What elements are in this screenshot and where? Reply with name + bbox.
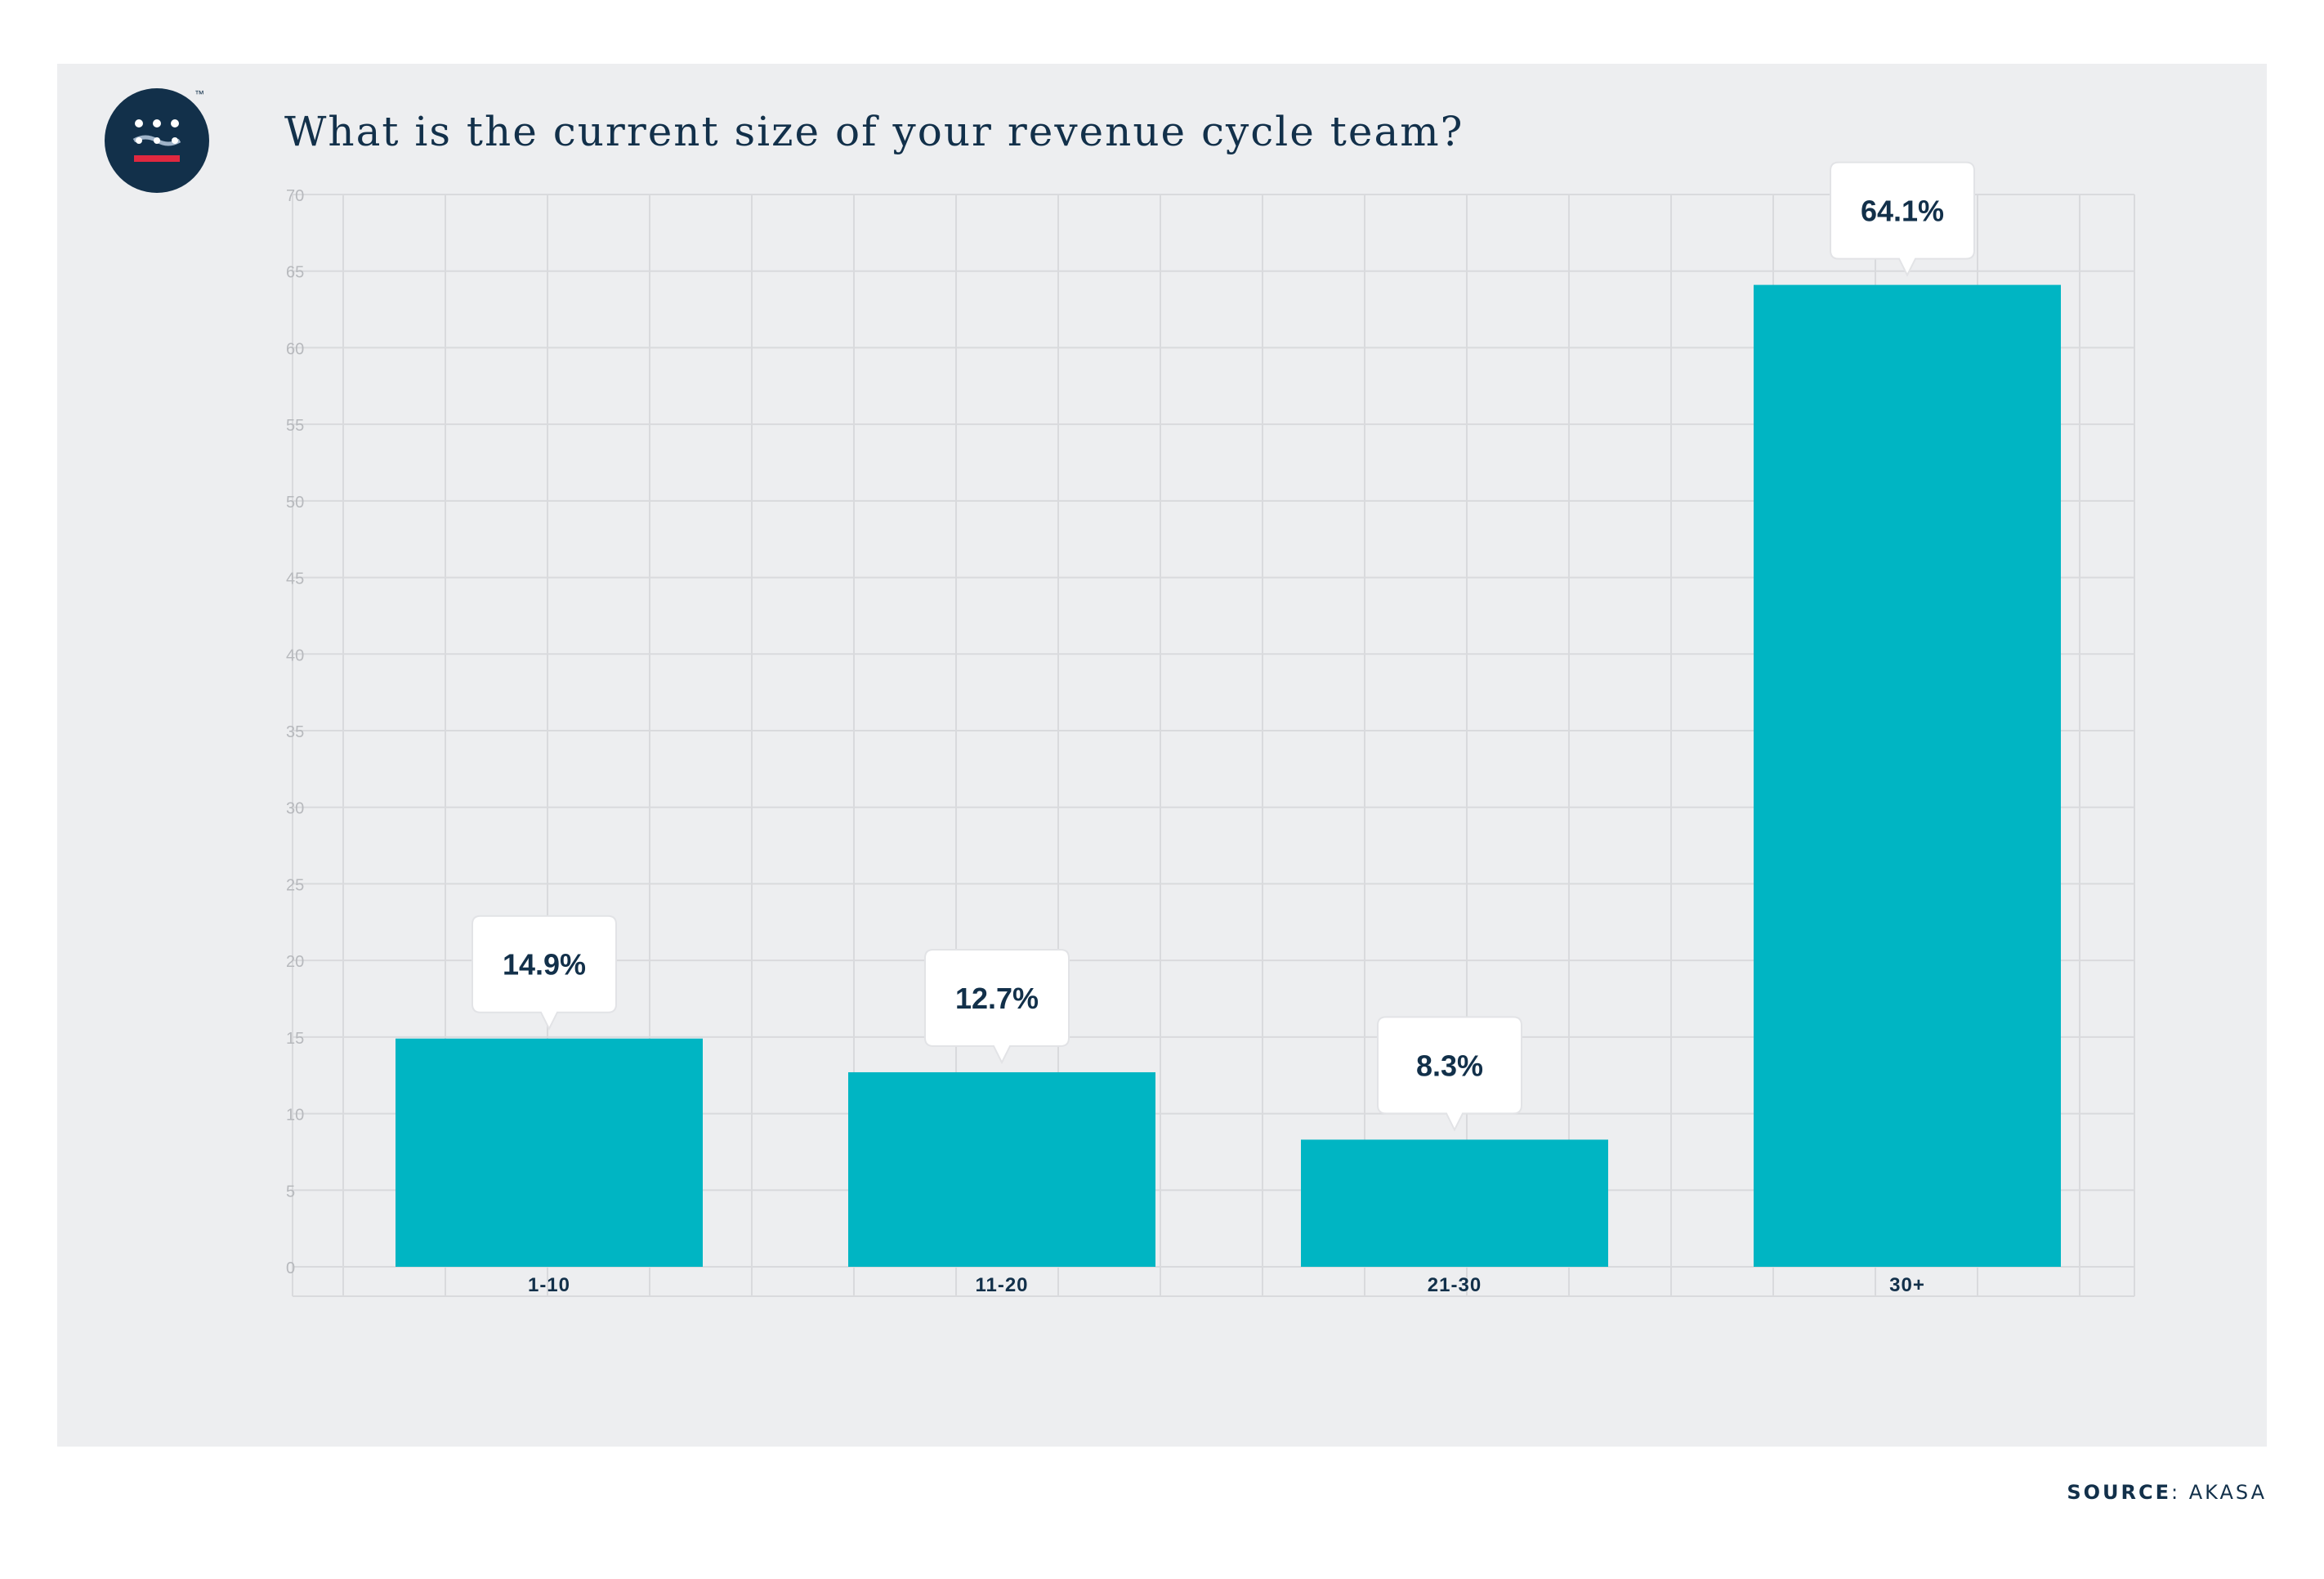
source-value: AKASA bbox=[2188, 1481, 2267, 1504]
x-tick-label: 11-20 bbox=[975, 1274, 1028, 1296]
source-label: SOURCE bbox=[2067, 1481, 2172, 1504]
x-tick-label: 1-10 bbox=[528, 1274, 570, 1296]
y-tick-label: 25 bbox=[286, 876, 304, 894]
y-tick-label: 20 bbox=[286, 953, 304, 971]
y-tick-label: 5 bbox=[286, 1183, 295, 1201]
y-tick-label: 10 bbox=[286, 1107, 304, 1125]
source-note: SOURCE: AKASA bbox=[2067, 1481, 2267, 1504]
chart-title: What is the current size of your revenue… bbox=[284, 108, 1464, 155]
trademark-mark: ™ bbox=[194, 88, 204, 100]
data-label: 14.9% bbox=[503, 948, 586, 982]
y-tick-label: 30 bbox=[286, 800, 304, 818]
data-label-callout bbox=[924, 948, 1070, 1065]
data-label: 8.3% bbox=[1416, 1049, 1483, 1082]
data-label: 64.1% bbox=[1861, 195, 1944, 228]
y-tick-label: 65 bbox=[286, 264, 304, 282]
y-tick-label: 70 bbox=[286, 187, 304, 205]
data-label-callout bbox=[472, 915, 617, 1031]
source-separator: : bbox=[2171, 1481, 2189, 1504]
y-tick-label: 15 bbox=[286, 1030, 304, 1048]
y-tick-label: 40 bbox=[286, 646, 304, 664]
bar bbox=[848, 1071, 1155, 1267]
akasa-logo-icon bbox=[105, 88, 209, 193]
data-label: 12.7% bbox=[955, 982, 1039, 1015]
bar bbox=[396, 1038, 703, 1267]
data-label-callout bbox=[1377, 1016, 1522, 1132]
x-tick-label: 21-30 bbox=[1428, 1274, 1482, 1296]
y-tick-label: 35 bbox=[286, 723, 304, 741]
bar bbox=[1754, 284, 2061, 1267]
y-tick-label: 60 bbox=[286, 340, 304, 358]
y-tick-label: 55 bbox=[286, 417, 304, 435]
data-label-callout bbox=[1830, 161, 1975, 277]
bar bbox=[1301, 1139, 1608, 1267]
y-tick-label: 45 bbox=[286, 570, 304, 588]
y-tick-label: 0 bbox=[286, 1259, 295, 1277]
x-tick-label: 30+ bbox=[1889, 1274, 1925, 1296]
y-tick-label: 50 bbox=[286, 494, 304, 512]
